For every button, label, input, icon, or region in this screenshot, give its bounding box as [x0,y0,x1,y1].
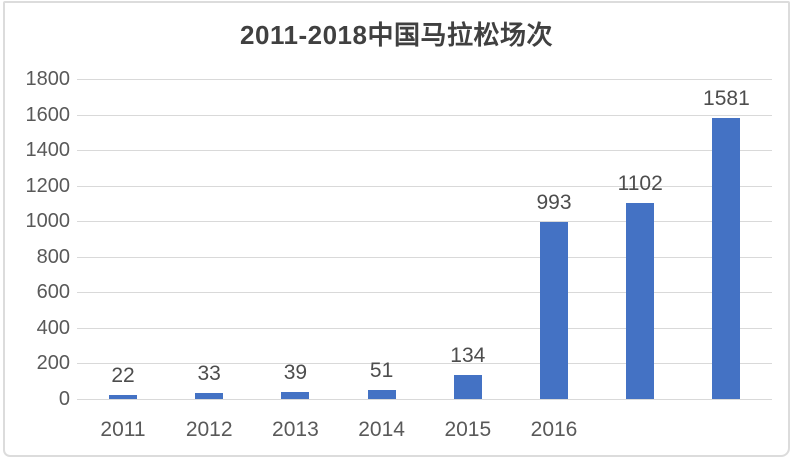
bar [453,375,482,399]
gridline [77,114,772,116]
y-tick-label: 600 [36,281,70,304]
x-tick-label: 2011 [100,418,146,441]
y-tick-label: 1800 [25,68,71,90]
gridline [77,363,772,365]
bar [626,203,655,399]
y-tick-label: 1600 [25,103,71,126]
gridline [77,292,772,294]
bar [195,393,224,399]
chart-frame: 2011-2018中国马拉松场次 0 200 400 600 800 1000 1200 14… [3,1,790,457]
bar-value-label: 22 [111,364,135,387]
gridline [77,256,772,258]
x-tick-label: 2015 [444,418,492,441]
bar [281,392,310,399]
y-tick-label: 0 [58,388,70,410]
bar [367,390,396,399]
bar-value-label: 51 [369,359,394,382]
bar [109,395,137,399]
y-tick-label: 1400 [25,139,71,162]
x-tick-label: 2013 [272,418,319,441]
bar-value-label: 134 [450,344,486,367]
bar [540,222,568,399]
gridline [77,327,772,329]
x-tick-label: 2012 [185,418,233,441]
bar-value-label: 39 [283,361,308,384]
bar-value-label: 993 [536,191,572,214]
gridline [77,79,772,80]
y-tick-label: 1000 [25,210,71,233]
y-tick-label: 400 [36,316,70,339]
bar-value-label: 1581 [703,87,750,110]
bar-value-label: 33 [197,362,221,385]
gridline [77,185,772,187]
bar-value-label: 1102 [617,172,663,195]
x-tick-label: 2014 [358,418,405,441]
gridline [77,150,772,152]
x-tick-label: 2016 [530,418,578,441]
y-tick-label: 200 [36,352,70,375]
bar [712,118,741,399]
gridline [77,399,772,400]
gridline [77,221,772,223]
y-tick-label: 800 [36,245,70,268]
chart-title: 2011-2018中国马拉松场次 [240,20,553,50]
y-tick-label: 1200 [25,174,71,197]
